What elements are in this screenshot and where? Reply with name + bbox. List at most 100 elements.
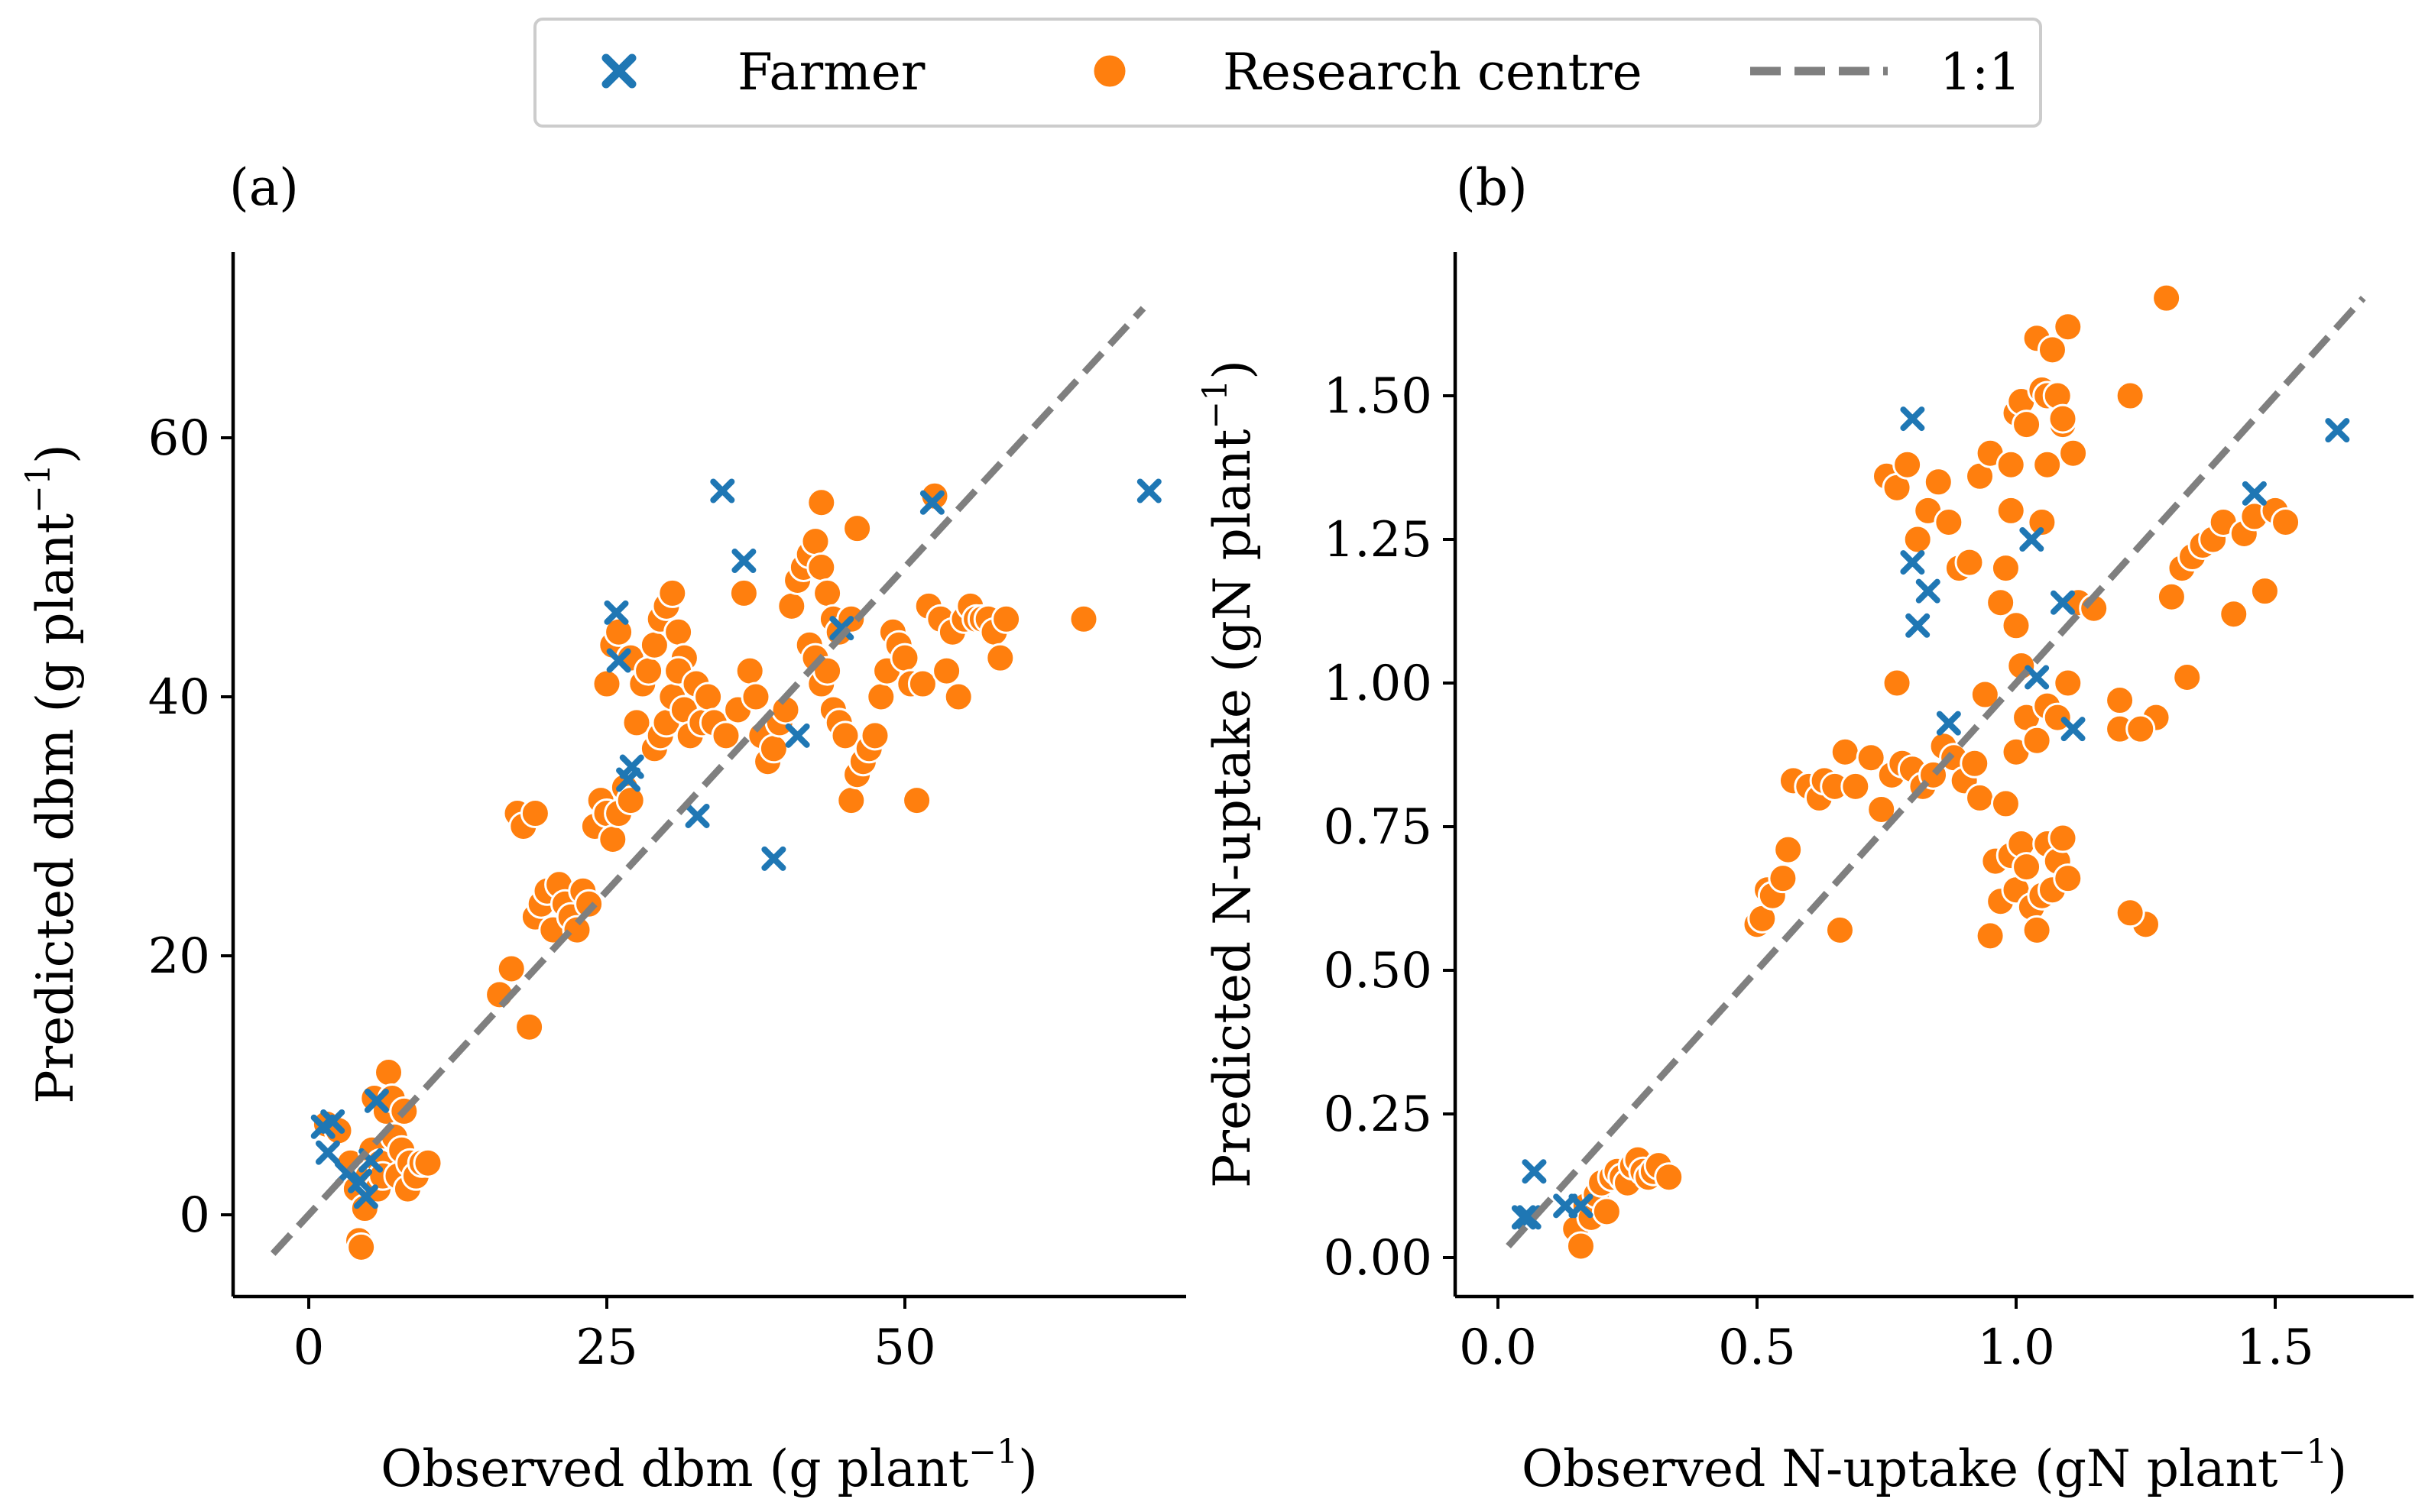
panel-b-farmer-point (2025, 665, 2050, 690)
panel-a-farmer-point-stroke-2 (315, 1140, 340, 1165)
legend-label-research-centre: Research centre (1223, 43, 1642, 102)
panel-a-research-point (806, 487, 837, 518)
panel-a-farmer-point-stroke-2 (761, 846, 786, 871)
panel-b-ticks: 0.0 0.5 1.0 1.5 0.00 0.25 0.50 0.75 1.00 1.25 1.50 (1324, 368, 2314, 1376)
panel-b-research-point (1954, 547, 1985, 578)
panel-a-research-point (520, 798, 550, 829)
panel-b-farmer-point (2060, 717, 2086, 742)
panel-a-farmer-point (353, 1184, 378, 1209)
panel-a-research-point (907, 669, 938, 699)
panel-a-research-point (592, 669, 622, 699)
panel-a-farmer-point-stroke-2 (1136, 478, 1162, 503)
panel-b-farmer-point-stroke-2 (1522, 1159, 1547, 1184)
panel-b-research-point (2115, 898, 2145, 928)
panel-b-y-axis-label: Predicted N-uptake (gN plant−1) (1196, 360, 1262, 1188)
panel-b-research-point (2001, 610, 2031, 641)
panel-b-research-point (2105, 685, 2135, 716)
panel-b-farmer-point-stroke-2 (1511, 1205, 1536, 1230)
panel-b-marks (1506, 283, 2366, 1261)
panel-b-research-point (1934, 507, 1964, 537)
legend-x-mark-stroke-2 (601, 53, 637, 89)
panel-b-research-point (2219, 599, 2249, 630)
panel-b-farmer-point-stroke-2 (1568, 1193, 1593, 1219)
panel-b-research-point (1975, 921, 2005, 951)
panel-a-research-point (860, 720, 890, 751)
panel-label-a: (a) (229, 158, 299, 217)
panel-a-y-axis-label-close: ) (26, 444, 85, 464)
panel-a-identity-line (270, 306, 1146, 1256)
panel-a-farmer-point (685, 803, 710, 828)
panel-a-farmer-point (731, 549, 757, 574)
panel-b-research-point (1768, 863, 1798, 894)
panel-a-marks (270, 306, 1162, 1262)
panel-b-research-point (2125, 714, 2156, 744)
panel-b-farmer-point (1915, 578, 1940, 604)
panel-b-research-point (1995, 449, 2026, 480)
panel-b-farmer-point (1568, 1193, 1593, 1219)
panel-b-y-tick-label: 0.00 (1324, 1230, 1433, 1287)
panel-b-x-tick-label: 1.0 (1977, 1319, 2055, 1376)
panel-b-research-point (2037, 335, 2067, 365)
panel-b-farmer-point (2051, 590, 2076, 615)
panel-a-x-axis-label-exponent: −1 (968, 1433, 1018, 1472)
panel-b-farmer-point-stroke-2 (2025, 665, 2050, 690)
panel-b-research-point (1902, 524, 1933, 555)
panel-a-farmer-point-stroke-2 (731, 549, 757, 574)
panel-a-x-axis-label-close: ) (1018, 1439, 1038, 1498)
panel-a-research-point (758, 733, 789, 764)
panel-b-farmer-point (2242, 481, 2267, 506)
panel-a-x-axis-label: Observed dbm (g plant−1) (381, 1433, 1038, 1498)
circle-icon (1091, 53, 1128, 89)
panel-a-research-point (598, 824, 628, 854)
panel-a-research-point (346, 1232, 377, 1262)
panel-b-research-point (1840, 771, 1871, 801)
panel-a-research-point (776, 591, 807, 621)
panel-a-research-point (836, 785, 867, 816)
panel-b-research-point (1923, 467, 1953, 497)
panel-a-x-tick-label: 0 (293, 1319, 325, 1376)
panel-b-research-point (1970, 679, 2000, 710)
panel-a-y-tick-label: 40 (148, 669, 210, 726)
panel-a-research-point (943, 682, 974, 712)
panel-a-research-point (734, 656, 765, 686)
panel-a-research-point (932, 656, 962, 686)
panel-a-x-axis-label-main: Observed dbm (g plant (381, 1439, 968, 1498)
panel-a-farmer-point (604, 600, 629, 625)
panel-b-research-point (1866, 794, 1897, 824)
panel-a-farmer-point-stroke-2 (364, 1088, 389, 1113)
panel-a-farmer-point (315, 1140, 340, 1165)
panel-b-research-point (2021, 725, 2052, 756)
panel-a-farmer-point-stroke-2 (829, 616, 854, 641)
panel-b-research-point (2058, 438, 2089, 468)
panel-b-y-axis-label-exponent: −1 (1196, 380, 1235, 429)
panel-b-research-point (1892, 449, 1923, 480)
panel-a-farmer-point (364, 1088, 389, 1113)
panel-b-research-point (2047, 403, 2078, 434)
panel-b-farmer-point (1905, 613, 1931, 638)
panel-b-research-point (1995, 495, 2026, 526)
panel-b-farmer-point (1511, 1205, 1536, 1230)
panel-a-research-point (615, 785, 646, 816)
panel-a-research-point (693, 682, 724, 712)
panel-a-y-axis-label-exponent: −1 (19, 464, 58, 513)
panel-a-research-point (413, 1148, 443, 1178)
panel-a-farmer-point-stroke-2 (358, 1148, 384, 1173)
panel-b-y-tick-label: 0.50 (1324, 943, 1433, 999)
panel-b-research-point (2012, 410, 2042, 440)
panel-b-farmer-point (1522, 1159, 1547, 1184)
panel-b-farmer-point-stroke-2 (1936, 711, 1961, 736)
panel-b-research-point (1965, 782, 1995, 813)
panel-b-identity-line (1506, 296, 2366, 1248)
panel-b-x-tick-label: 0.0 (1459, 1319, 1537, 1376)
panel-b-y-tick-label: 0.75 (1324, 799, 1433, 856)
panel-a-farmer-point (761, 846, 786, 871)
panel-b-research-point (2271, 507, 2301, 537)
panel-a-research-point (621, 707, 652, 738)
panel-b-research-point (2156, 581, 2187, 612)
legend: Farmer Research centre 1:1 (533, 18, 2042, 128)
panel-b-research-point (1882, 668, 1912, 698)
panel-b-farmer-point-stroke-2 (1900, 550, 1925, 575)
panel-a-research-point (741, 682, 771, 712)
panel-b-research-point (2021, 915, 2052, 945)
